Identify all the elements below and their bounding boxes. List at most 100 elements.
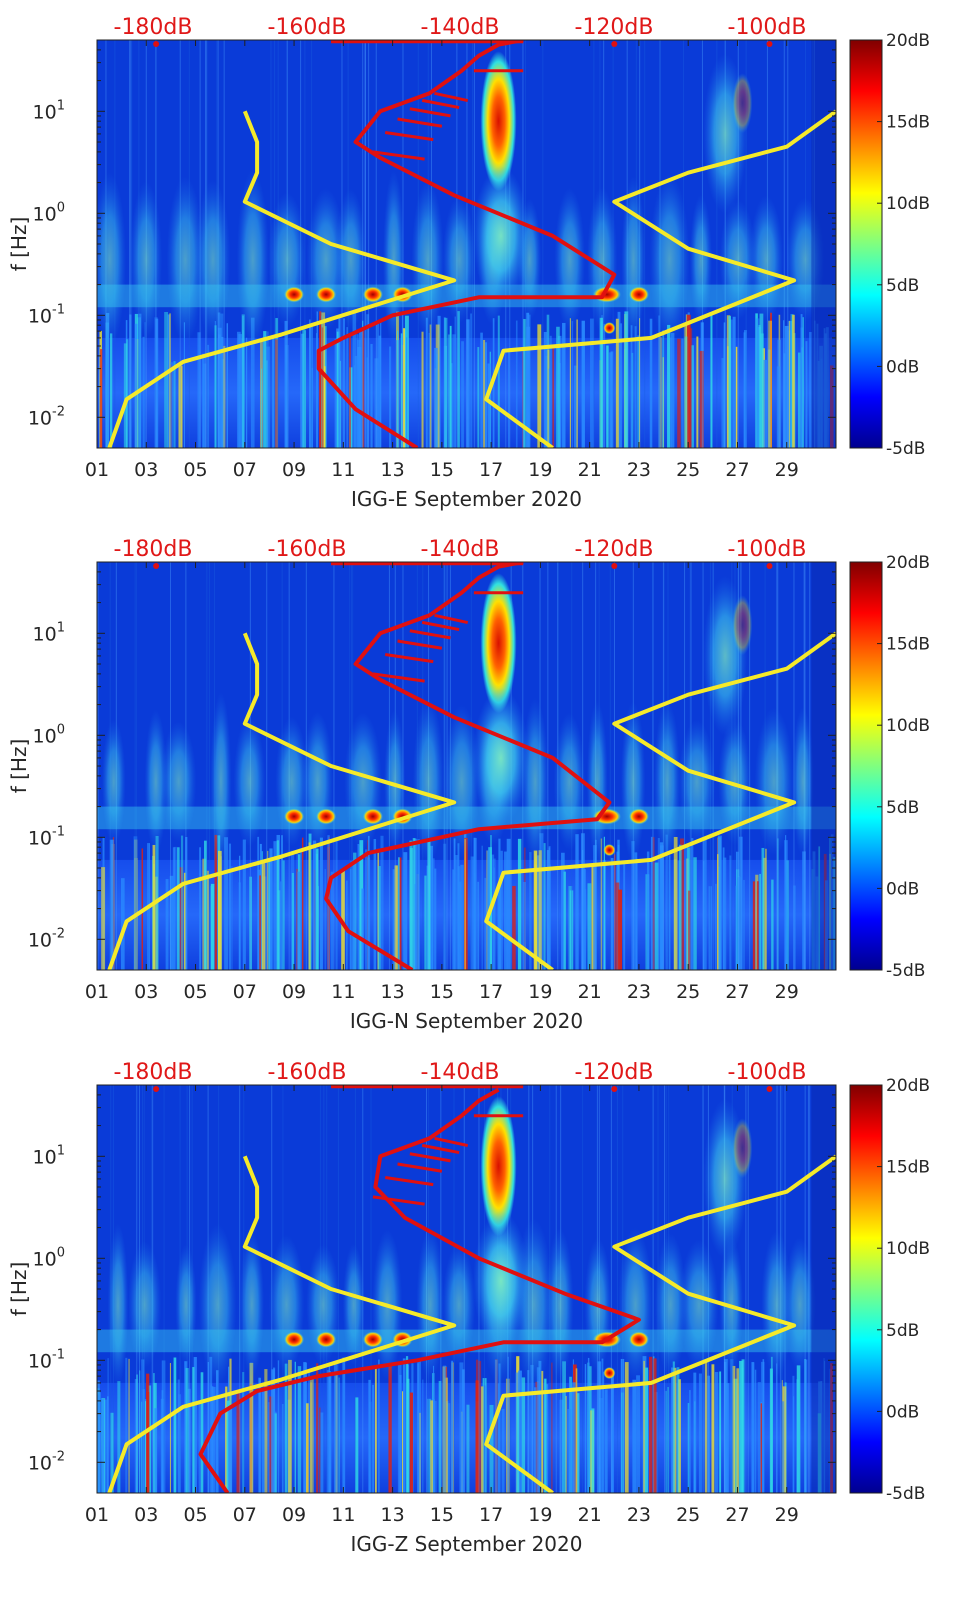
x-tick-label: 05 bbox=[183, 459, 207, 481]
colorbar-tick-label: 5dB bbox=[886, 1321, 919, 1341]
top-db-label: -160dB bbox=[268, 1060, 347, 1085]
colorbar-tick-label: 0dB bbox=[886, 1402, 919, 1422]
x-tick-label: 01 bbox=[85, 981, 109, 1003]
colorbar-tick-label: 20dB bbox=[886, 553, 930, 573]
top-db-label: -120dB bbox=[575, 15, 654, 40]
y-axis-label: f [Hz] bbox=[7, 217, 31, 272]
x-tick-label: 21 bbox=[578, 1504, 602, 1526]
yellow-curve-2 bbox=[484, 631, 836, 970]
spectrogram-heatmap bbox=[97, 562, 836, 970]
top-db-label: -120dB bbox=[575, 1060, 654, 1085]
x-tick-label: 15 bbox=[430, 459, 454, 481]
colorbar: 20dB 15dB 10dB 5dB 0dB -5dB bbox=[849, 553, 930, 981]
y-axis-label: f [Hz] bbox=[7, 739, 31, 794]
x-tick-label: 15 bbox=[430, 981, 454, 1003]
red-curve-spikes bbox=[153, 40, 773, 161]
x-tick-label: 07 bbox=[233, 459, 257, 481]
yellow-curve-1 bbox=[107, 632, 457, 970]
x-tick-label: 17 bbox=[479, 459, 503, 481]
x-tick-label: 29 bbox=[775, 1504, 799, 1526]
x-axis-label: IGG-E September 2020 bbox=[351, 487, 582, 511]
colorbar-tick-label: -5dB bbox=[886, 961, 925, 981]
y-tick-label: 10-2 bbox=[28, 926, 65, 951]
colorbar-tick-label: 15dB bbox=[886, 635, 930, 655]
colorbar-tick-label: 15dB bbox=[886, 113, 930, 133]
x-tick-label: 19 bbox=[528, 459, 552, 481]
yellow-curve-2 bbox=[484, 1154, 836, 1493]
top-db-label: -140dB bbox=[421, 537, 500, 562]
colorbar-tick-label: -5dB bbox=[886, 1484, 925, 1504]
x-tick-label: 05 bbox=[183, 981, 207, 1003]
x-tick-label: 23 bbox=[627, 1504, 651, 1526]
colorbar-tick-label: 20dB bbox=[886, 31, 930, 51]
x-tick-label: 25 bbox=[676, 1504, 700, 1526]
x-tick-label: 05 bbox=[183, 1504, 207, 1526]
x-tick-label: 13 bbox=[381, 459, 405, 481]
colorbar-tick-label: 5dB bbox=[886, 798, 919, 818]
y-tick-label: 101 bbox=[33, 1143, 65, 1168]
x-tick-label: 21 bbox=[578, 459, 602, 481]
top-db-label: -140dB bbox=[421, 1060, 500, 1085]
x-tick-label: 07 bbox=[233, 981, 257, 1003]
x-tick-label: 15 bbox=[430, 1504, 454, 1526]
x-tick-label: 21 bbox=[578, 981, 602, 1003]
x-tick-label: 17 bbox=[479, 981, 503, 1003]
x-tick-label: 19 bbox=[528, 981, 552, 1003]
x-tick-label: 17 bbox=[479, 1504, 503, 1526]
x-tick-label: 01 bbox=[85, 1504, 109, 1526]
colorbar-tick-label: 5dB bbox=[886, 276, 919, 296]
x-tick-label: 01 bbox=[85, 459, 109, 481]
top-db-label: -140dB bbox=[421, 15, 500, 40]
y-tick-label: 101 bbox=[33, 98, 65, 123]
colorbar-tick-label: 10dB bbox=[886, 716, 930, 736]
yellow-curve-2 bbox=[484, 109, 836, 448]
y-tick-label: 100 bbox=[33, 200, 65, 225]
spectrogram-panel-2: 01 03 05 07 09 11 13 15 17 19 21 23 25 27 29 IGG-N Sept… bbox=[7, 537, 930, 1033]
red-curve-3 bbox=[198, 1087, 641, 1493]
x-tick-label: 09 bbox=[282, 1504, 306, 1526]
top-db-label: -100dB bbox=[728, 537, 807, 562]
x-tick-label: 11 bbox=[331, 459, 355, 481]
colorbar-tick-label: 10dB bbox=[886, 1239, 930, 1259]
colorbar: 20dB 15dB 10dB 5dB 0dB -5dB bbox=[849, 31, 930, 459]
spectrogram-heatmap bbox=[97, 1085, 836, 1493]
top-db-label: -180dB bbox=[114, 15, 193, 40]
yellow-curve-1 bbox=[107, 1155, 457, 1493]
x-tick-label: 03 bbox=[134, 459, 158, 481]
y-tick-label: 101 bbox=[33, 620, 65, 645]
x-tick-label: 11 bbox=[331, 981, 355, 1003]
colorbar-tick-label: 20dB bbox=[886, 1076, 930, 1096]
colorbar-tick-label: 0dB bbox=[886, 879, 919, 899]
y-axis-label: f [Hz] bbox=[7, 1262, 31, 1317]
colorbar-tick-label: -5dB bbox=[886, 439, 925, 459]
x-tick-label: 09 bbox=[282, 981, 306, 1003]
x-tick-label: 27 bbox=[725, 459, 749, 481]
spectrogram-heatmap bbox=[97, 40, 836, 448]
colorbar: 20dB 15dB 10dB 5dB 0dB -5dB bbox=[849, 1076, 930, 1504]
yellow-curve-1 bbox=[107, 110, 457, 448]
x-tick-label: 13 bbox=[381, 981, 405, 1003]
red-curve-3 bbox=[324, 562, 612, 970]
colorbar-tick-label: 10dB bbox=[886, 194, 930, 214]
y-tick-label: 100 bbox=[33, 1245, 65, 1270]
top-db-label: -160dB bbox=[268, 537, 347, 562]
x-tick-label: 03 bbox=[134, 981, 158, 1003]
top-db-label: -120dB bbox=[575, 537, 654, 562]
x-axis-label: IGG-N September 2020 bbox=[350, 1009, 583, 1033]
colorbar-tick-label: 0dB bbox=[886, 357, 919, 377]
x-tick-label: 11 bbox=[331, 1504, 355, 1526]
colorbar-tick-label: 15dB bbox=[886, 1158, 930, 1178]
x-tick-label: 09 bbox=[282, 459, 306, 481]
spectrogram-panel-3: 01 03 05 07 09 11 13 15 17 19 21 23 25 27 29 IGG-Z Sept… bbox=[7, 1060, 930, 1556]
top-db-label: -180dB bbox=[114, 537, 193, 562]
top-db-label: -180dB bbox=[114, 1060, 193, 1085]
spectrogram-panel-1: 01 03 05 07 09 11 13 15 17 19 21 23 25 27 29 IGG-E Sept… bbox=[7, 15, 930, 511]
x-tick-label: 07 bbox=[233, 1504, 257, 1526]
x-tick-label: 23 bbox=[627, 459, 651, 481]
top-db-label: -100dB bbox=[728, 1060, 807, 1085]
x-tick-label: 19 bbox=[528, 1504, 552, 1526]
x-tick-label: 29 bbox=[775, 981, 799, 1003]
x-tick-label: 29 bbox=[775, 459, 799, 481]
x-tick-label: 27 bbox=[725, 1504, 749, 1526]
